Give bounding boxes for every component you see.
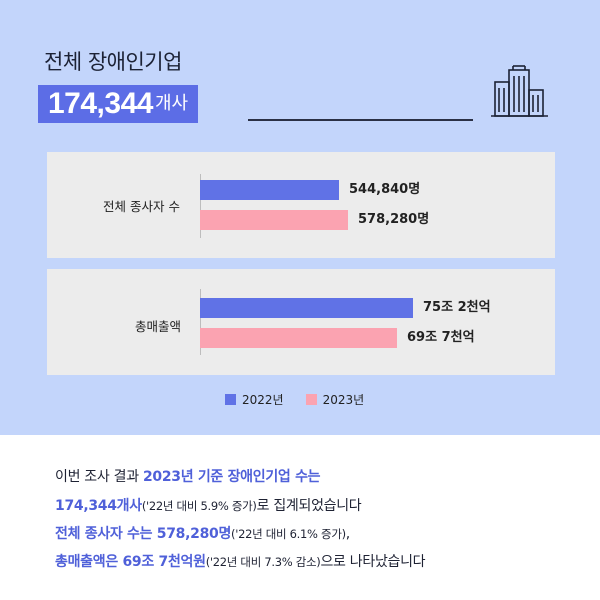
page-title: 전체 장애인기업 xyxy=(44,50,182,74)
summary-text: 으로 나타났습니다 xyxy=(320,554,426,570)
summary-line-2: 174,344개사('22년 대비 5.9% 증가)로 집계되었습니다 xyxy=(55,495,362,515)
chart-legend: 2022년 2023년 xyxy=(225,391,386,408)
legend-label-2022: 2022년 xyxy=(242,393,284,407)
building-icon xyxy=(491,65,548,117)
total-count-unit: 개사 xyxy=(154,93,189,114)
summary-highlight: 2023년 기준 장애인기업 수는 xyxy=(142,469,321,485)
legend-item-2022: 2022년 xyxy=(225,391,284,408)
total-count-badge: 174,344 개사 xyxy=(38,85,199,123)
bar-2022-sales xyxy=(200,298,413,318)
axis-line xyxy=(200,174,201,238)
top-section: 전체 장애인기업 174,344 개사 전체 종사자 수 544,840명 57… xyxy=(0,0,600,435)
axis-line xyxy=(200,289,201,355)
summary-section: 이번 조사 결과 2023년 기준 장애인기업 수는 174,344개사('22… xyxy=(0,435,600,600)
summary-text: , xyxy=(345,526,350,542)
bar-2023-employees xyxy=(200,210,348,230)
summary-note: ('22년 대비 7.3% 감소) xyxy=(205,555,321,569)
summary-line-4: 총매출액은 69조 7천억원('22년 대비 7.3% 감소)으로 나타났습니다 xyxy=(55,551,426,571)
value-label-2022-sales: 75조 2천억 xyxy=(423,300,491,315)
legend-swatch-2023 xyxy=(305,394,317,405)
value-label-2022-employees: 544,840명 xyxy=(349,182,421,197)
summary-line-1: 이번 조사 결과 2023년 기준 장애인기업 수는 xyxy=(55,466,321,486)
employees-chart-panel: 전체 종사자 수 544,840명 578,280명 xyxy=(47,152,555,258)
summary-note: ('22년 대비 5.9% 증가) xyxy=(141,499,257,513)
summary-highlight: 전체 종사자 수는 578,280명 xyxy=(55,526,232,542)
legend-swatch-2022 xyxy=(225,394,236,405)
summary-text: 로 집계되었습니다 xyxy=(256,498,362,514)
legend-item-2023: 2023년 xyxy=(305,391,365,408)
sales-chart-panel: 총매출액 75조 2천억 69조 7천억 xyxy=(47,269,555,375)
summary-text: 이번 조사 결과 xyxy=(55,469,143,485)
bar-2022-employees xyxy=(200,180,339,200)
summary-highlight: 총매출액은 69조 7천억원 xyxy=(55,554,206,570)
total-count-number: 174,344 xyxy=(48,87,153,120)
value-label-2023-sales: 69조 7천억 xyxy=(407,330,475,345)
summary-highlight: 174,344개사 xyxy=(55,498,142,514)
bar-2023-sales xyxy=(200,328,397,348)
summary-note: ('22년 대비 6.1% 증가) xyxy=(231,527,346,541)
value-label-2023-employees: 578,280명 xyxy=(358,212,430,227)
title-underline xyxy=(248,119,473,121)
summary-line-3: 전체 종사자 수는 578,280명('22년 대비 6.1% 증가), xyxy=(55,523,350,543)
legend-label-2023: 2023년 xyxy=(322,393,365,407)
category-label-employees: 전체 종사자 수 xyxy=(103,199,180,214)
category-label-sales: 총매출액 xyxy=(135,319,182,334)
